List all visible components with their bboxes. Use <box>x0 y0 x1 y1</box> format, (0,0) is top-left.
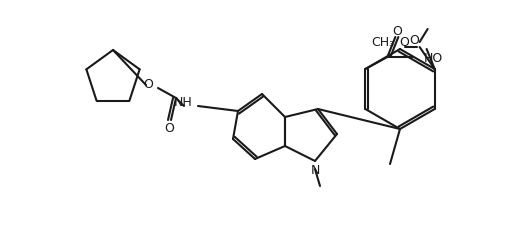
Text: CH₃: CH₃ <box>371 36 394 49</box>
Text: O: O <box>410 34 420 47</box>
Text: O: O <box>400 36 410 49</box>
Text: HO: HO <box>423 51 442 64</box>
Text: O: O <box>392 25 402 37</box>
Text: O: O <box>143 77 153 90</box>
Text: O: O <box>164 122 174 135</box>
Text: NH: NH <box>174 95 193 108</box>
Text: N: N <box>310 163 319 176</box>
